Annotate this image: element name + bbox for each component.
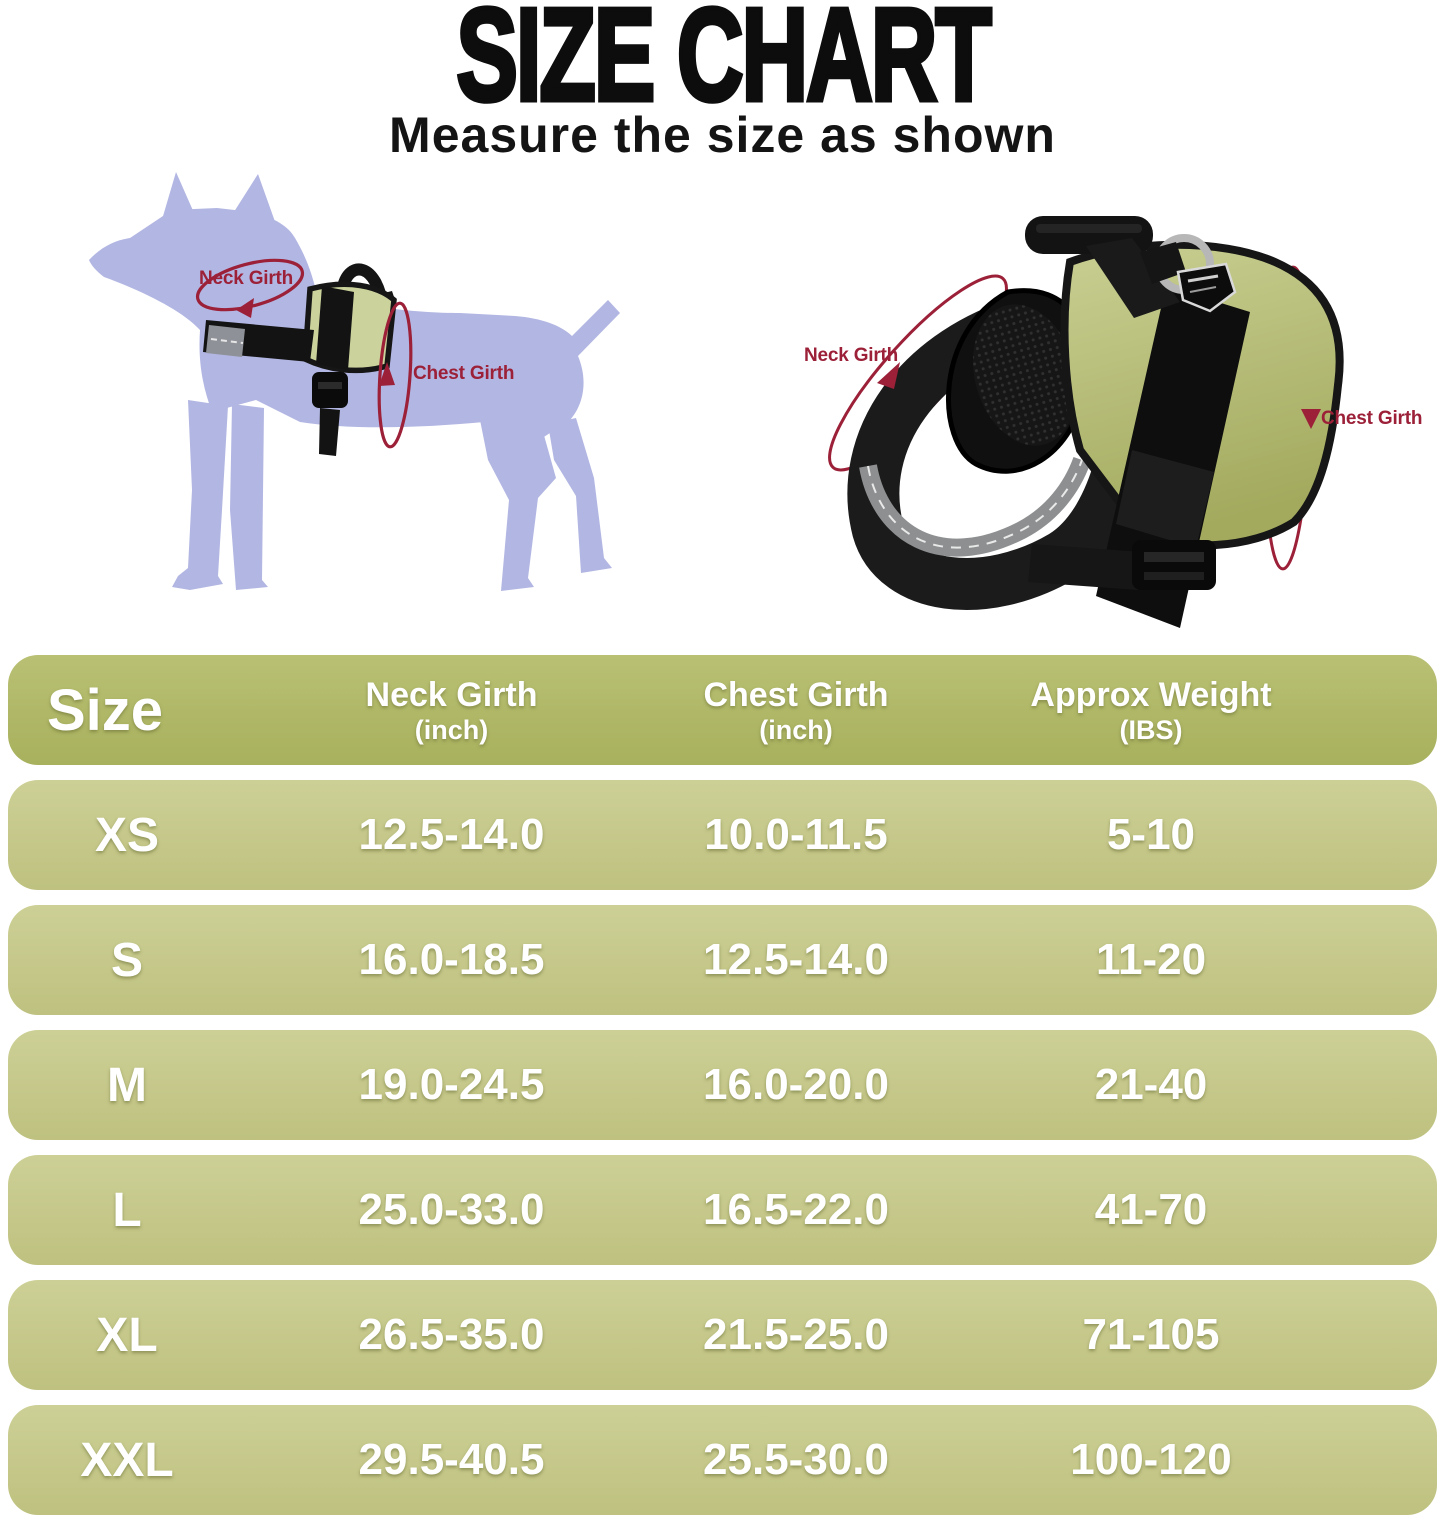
dog-ear-near [232,174,278,230]
product-neck-girth-label: Neck Girth [804,345,899,366]
dog-silhouette [89,172,620,591]
row-neck: 12.5-14.0 [358,810,545,859]
row-chest: 25.5-30.0 [703,1435,889,1484]
row-weight: 5-10 [1106,810,1196,859]
size-table-header: Size Neck Girth (inch) Chest Girth (inch… [8,655,1437,765]
dog-neck-girth-label: Neck Girth [199,268,294,289]
row-size: S [110,933,143,987]
dog-chest-girth-label: Chest Girth [413,363,515,384]
dog-chest-arrowhead-icon [379,362,395,386]
dog-front-leg-far [230,404,268,590]
table-row-xs: XS 12.5-14.0 10.0-11.5 5-10 [8,780,1437,890]
row-chest: 21.5-25.0 [703,1310,889,1359]
table-row-l: L 25.0-33.0 16.5-22.0 41-70 [8,1155,1437,1265]
strap-buckle [1132,540,1216,590]
harness-loose-strap [319,408,340,456]
harness-buckle [312,372,348,408]
dog-chest-girth-ellipse [377,301,413,449]
page-subtitle: Measure the size as shown [389,107,1056,163]
row-size: M [107,1058,147,1112]
row-size: XL [96,1308,158,1362]
page-title: SIZE CHART [454,0,993,128]
brand-badge [1176,262,1237,313]
row-size: XXL [80,1433,174,1487]
harness-on-dog [203,263,397,456]
row-size: XS [94,808,160,862]
dog-neck-arrowhead-icon [236,298,254,318]
dog-front-leg [172,400,228,590]
harness-product [847,216,1344,628]
row-weight: 41-70 [1094,1185,1208,1234]
product-neck-arrowhead-icon [877,362,900,389]
table-row-m: M 19.0-24.5 16.0-20.0 21-40 [8,1030,1437,1140]
velcro-band [1096,286,1250,628]
dog-ear-far [156,172,198,240]
row-size: L [112,1183,142,1237]
dog-rear-leg [480,414,556,591]
row-weight: 71-105 [1082,1310,1220,1359]
dog-rear-leg-far [548,418,612,573]
header-neck-girth: Neck Girth (inch) [365,675,538,745]
row-chest: 10.0-11.5 [704,810,888,859]
row-neck: 16.0-18.5 [358,935,545,984]
header-chest-girth: Chest Girth (inch) [703,675,889,745]
row-chest: 12.5-14.0 [703,935,889,984]
belly-strap [1028,544,1142,590]
row-neck: 25.0-33.0 [358,1185,545,1234]
row-neck: 26.5-35.0 [358,1310,545,1359]
row-chest: 16.0-20.0 [703,1060,889,1109]
header-approx-weight: Approx Weight (IBS) [1030,675,1272,745]
dog-measurement-diagram [89,172,620,591]
dog-neck-girth-ellipse [195,258,305,312]
table-row-xxl: XXL 29.5-40.5 25.5-30.0 100-120 [8,1405,1437,1515]
product-chest-girth-label: Chest Girth [1321,408,1423,429]
table-row-xl: XL 26.5-35.0 21.5-25.0 71-105 [8,1280,1437,1390]
row-neck: 29.5-40.5 [358,1435,545,1484]
neck-loop-strap [847,294,1146,610]
table-row-s: S 16.0-18.5 12.5-14.0 11-20 [8,905,1437,1015]
dog-measure-marks [195,258,413,449]
row-weight: 21-40 [1094,1060,1208,1109]
product-chest-arrowhead-icon [1301,409,1321,429]
row-weight: 11-20 [1095,935,1207,984]
row-neck: 19.0-24.5 [358,1060,545,1109]
row-weight: 100-120 [1070,1435,1232,1484]
harness-girth-strap [316,286,354,370]
header-size: Size [46,677,164,743]
row-chest: 16.5-22.0 [703,1185,889,1234]
harness-product-diagram [828,216,1344,628]
handle-strap [1086,238,1180,318]
